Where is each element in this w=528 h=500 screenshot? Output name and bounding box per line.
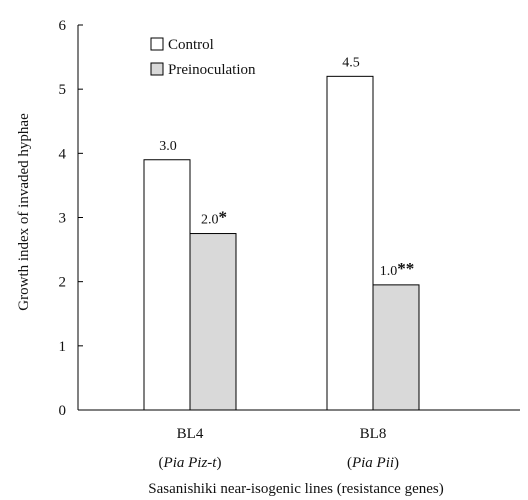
chart-legend: Control Preinoculation [150,37,256,78]
bar-control-bl8 [326,75,374,411]
gene-name: Pia [351,455,377,471]
category-genes-label: (Pia Pii) [347,455,399,471]
data-label: 3.0 [159,139,177,154]
data-label: 2.0* [201,208,227,228]
category-genes-label: (Pia Piz-t) [159,455,222,471]
y-tick-label: 1 [59,339,67,355]
x-axis-title: Sasanishiki near-isogenic lines (resista… [148,481,443,497]
legend-swatch-control [150,37,164,51]
legend-swatch-preinoculation [150,62,164,76]
y-tick-label: 4 [59,146,67,162]
gene-name: Piz-t [187,455,217,471]
legend-label: Preinoculation [168,62,256,78]
significance-mark: * [219,208,228,227]
data-label: 1.0** [380,259,415,279]
paren: ( [347,455,352,471]
significance-mark: ** [397,259,414,278]
category-label: BL4 [177,426,204,442]
category-label: BL8 [360,426,387,442]
chart-bars: 3.02.0*BL4(Pia Piz-t)4.51.0**BL8(Pia Pii… [143,55,420,471]
y-tick-label: 0 [59,403,67,419]
paren: ( [159,455,164,471]
bar-preinoculation-bl8 [372,284,420,411]
bar-preinoculation-bl4 [189,233,237,411]
data-label: 4.5 [342,55,360,70]
paren: ) [216,455,221,471]
y-tick-label: 5 [59,82,67,98]
gene-name: Pii [376,455,395,471]
bar-control-bl4 [143,159,191,411]
chart-axes: 0 1 2 3 4 5 6 [59,18,520,419]
legend-label: Control [168,37,214,53]
y-tick-label: 2 [59,275,67,291]
gene-name: Pia [163,455,189,471]
paren: ) [394,455,399,471]
y-axis-title: Growth index of invaded hyphae [16,113,32,311]
y-tick-label: 3 [59,211,67,227]
y-tick-label: 6 [59,18,67,34]
